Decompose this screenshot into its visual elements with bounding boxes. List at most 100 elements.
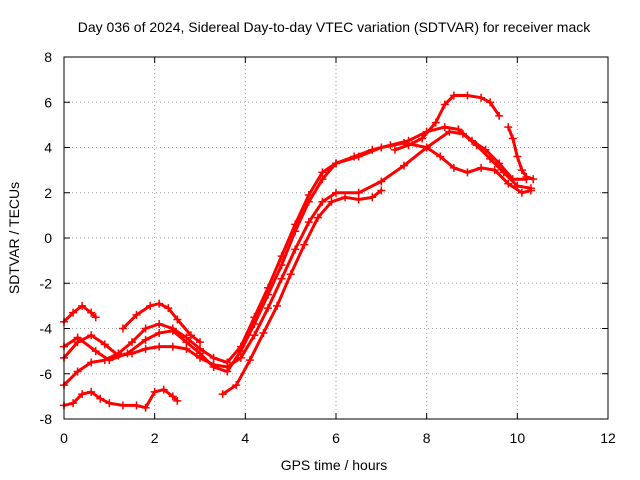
data-point — [449, 91, 458, 100]
data-point — [277, 252, 286, 261]
series-line — [506, 125, 535, 181]
data-point — [400, 161, 408, 170]
data-point — [173, 315, 182, 324]
data-point — [250, 331, 259, 340]
data-point — [529, 175, 538, 184]
data-point — [223, 358, 232, 367]
data-point — [449, 163, 458, 172]
data-point — [286, 270, 295, 279]
data-point — [87, 387, 96, 396]
data-point — [245, 356, 254, 365]
data-point — [168, 324, 177, 333]
series-trace-i — [504, 123, 538, 184]
data-point — [236, 353, 245, 362]
data-point — [313, 213, 322, 222]
y-tick-label: 2 — [44, 185, 52, 201]
data-point — [150, 387, 159, 396]
data-point — [73, 367, 82, 376]
data-point — [259, 329, 268, 338]
data-point — [196, 338, 204, 347]
y-tick-label: -2 — [40, 275, 53, 291]
data-point — [164, 304, 173, 313]
data-point — [168, 392, 177, 401]
data-point — [105, 399, 114, 408]
x-tick-label: 2 — [151, 430, 159, 446]
data-point — [100, 356, 109, 365]
grid — [64, 57, 608, 419]
data-point — [118, 401, 127, 410]
x-tick-label: 4 — [241, 430, 249, 446]
data-point — [196, 344, 204, 353]
data-point — [114, 349, 123, 358]
data-point — [146, 301, 155, 310]
data-point — [250, 313, 259, 322]
data-point — [513, 152, 522, 161]
data-point — [418, 134, 427, 143]
data-point — [304, 191, 313, 200]
data-point — [354, 188, 363, 197]
data-point — [332, 159, 340, 168]
data-point — [277, 274, 286, 283]
data-point — [141, 344, 150, 353]
x-tick-label: 0 — [60, 430, 68, 446]
data-point — [87, 331, 96, 340]
data-point — [291, 245, 300, 254]
data-point — [486, 98, 495, 107]
data-point — [155, 342, 164, 351]
series-line — [393, 94, 501, 152]
data-point — [209, 353, 218, 362]
series-line — [221, 189, 383, 396]
data-point — [87, 358, 96, 367]
x-tick-label: 6 — [332, 430, 340, 446]
y-tick-label: -6 — [40, 366, 53, 382]
series-trace-b — [60, 123, 531, 376]
data-point — [481, 145, 490, 154]
data-point — [341, 193, 350, 202]
data-point — [318, 197, 327, 206]
data-point — [504, 123, 513, 132]
data-point — [463, 168, 472, 177]
data-point — [477, 93, 486, 102]
data-point — [463, 91, 472, 100]
data-point — [123, 349, 132, 358]
data-point — [440, 123, 449, 132]
data-point — [141, 403, 150, 412]
series-trace-g — [218, 186, 386, 399]
data-point — [273, 301, 282, 310]
y-tick-label: 8 — [44, 49, 52, 65]
series-trace-a — [60, 127, 535, 371]
data-point — [422, 143, 431, 152]
data-point — [69, 308, 78, 317]
data-point — [73, 333, 82, 342]
data-point — [468, 136, 476, 145]
data-point — [440, 100, 449, 109]
data-point — [155, 299, 164, 308]
data-point — [495, 111, 504, 120]
data-point — [69, 399, 78, 408]
data-point — [223, 367, 232, 376]
data-point — [332, 188, 340, 197]
y-tick-label: -4 — [40, 321, 53, 337]
data-point — [78, 301, 87, 310]
data-point — [517, 166, 526, 175]
data-point — [91, 313, 100, 322]
data-point — [78, 390, 87, 399]
data-point — [100, 340, 109, 349]
data-point — [522, 172, 531, 181]
series-trace-h — [390, 91, 504, 154]
x-axis-label: GPS time / hours — [281, 457, 388, 473]
data-point — [173, 396, 182, 405]
y-tick-label: 6 — [44, 94, 52, 110]
series-trace-e — [118, 299, 204, 347]
data-point — [508, 175, 517, 184]
data-point — [232, 381, 241, 390]
data-point — [318, 168, 327, 177]
chart-title: Day 036 of 2024, Sidereal Day-to-day VTE… — [78, 19, 591, 35]
y-tick-label: -8 — [40, 411, 53, 427]
x-tick-label: 10 — [510, 430, 526, 446]
data-point — [87, 308, 96, 317]
data-point — [141, 324, 150, 333]
axes: 0 2 4 6 8 10 12 -8 -6 -4 -2 0 2 4 6 8 — [40, 49, 616, 446]
data-point — [186, 331, 195, 340]
